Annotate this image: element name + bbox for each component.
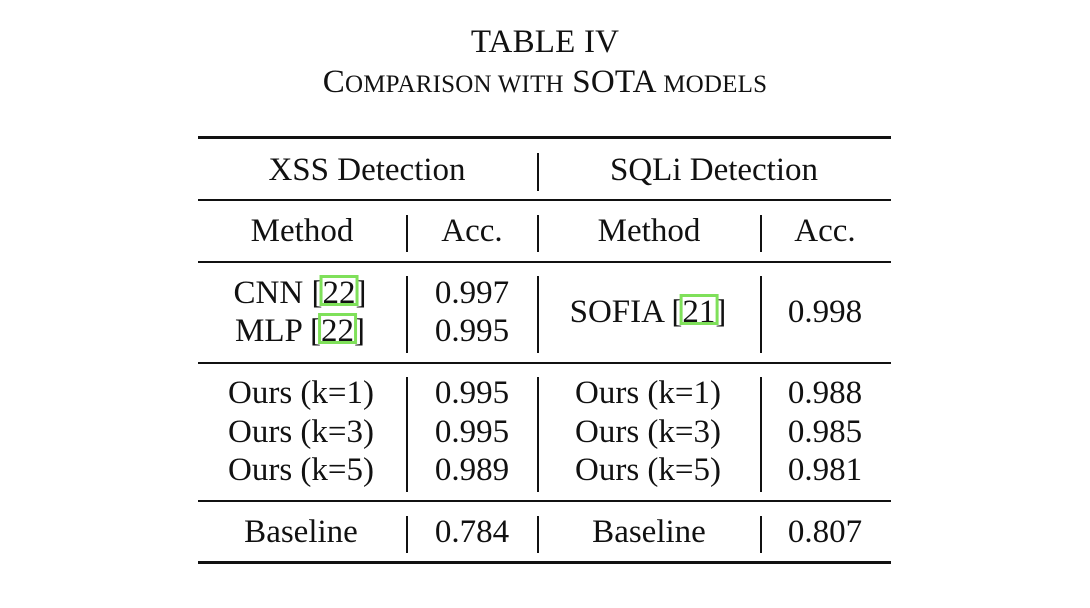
title-smallcaps-2: MODELS	[663, 71, 768, 98]
citation-highlight	[679, 294, 719, 325]
table-row-ours-sqli-accuracy: 0.988	[787, 375, 863, 411]
column-separator	[406, 377, 408, 492]
table-row-mlp-method: MLP [22]	[235, 312, 365, 350]
group-separator	[537, 153, 539, 191]
table-row-ours-xss-accuracy: 0.989	[434, 452, 510, 488]
header-rule	[198, 261, 891, 263]
column-separator	[760, 516, 762, 553]
column-separator	[760, 276, 762, 353]
table-row-mlp-accuracy: 0.995	[434, 313, 510, 349]
table-row-baseline-sqli-accuracy: 0.807	[787, 514, 863, 550]
column-separator	[537, 215, 539, 252]
title-acronym: SOTA	[572, 64, 655, 100]
table-row-baseline-xss-method: Baseline	[244, 514, 358, 550]
table-title: COMPARISON WITH SOTA MODELS	[0, 62, 1090, 105]
table-row-ours-sqli-accuracy: 0.981	[787, 452, 863, 488]
table-row-ours-sqli-accuracy: 0.985	[787, 414, 863, 450]
table-row-ours-sqli-method: Ours (k=1)	[574, 375, 722, 411]
table-row-ours-xss-accuracy: 0.995	[434, 375, 510, 411]
column-separator	[760, 377, 762, 492]
ours-rule	[198, 500, 891, 502]
citation-highlight	[319, 275, 359, 306]
citation-highlight	[317, 313, 357, 344]
column-separator	[537, 516, 539, 553]
table-row-baseline-xss-accuracy: 0.784	[434, 514, 510, 550]
column-header-method: Method	[250, 213, 354, 249]
citation-ref[interactable]: 21	[679, 293, 719, 331]
table-row-ours-xss-method: Ours (k=1)	[227, 375, 375, 411]
citation-ref[interactable]: 22	[319, 274, 359, 312]
table-row-ours-xss-method: Ours (k=3)	[227, 414, 375, 450]
sota-rule	[198, 362, 891, 364]
table-row-ours-sqli-method: Ours (k=5)	[574, 452, 722, 488]
group-header-xss: XSS Detection	[268, 152, 466, 188]
column-separator	[406, 516, 408, 553]
group-header-sqli: SQLi Detection	[609, 152, 819, 188]
column-separator	[760, 215, 762, 252]
column-separator	[537, 377, 539, 492]
bottom-rule	[198, 561, 891, 564]
table-row-sofia-accuracy: 0.998	[787, 294, 863, 330]
table-label: TABLE IV	[470, 24, 620, 60]
table-row-ours-xss-method: Ours (k=5)	[227, 452, 375, 488]
group-rule	[198, 199, 891, 201]
top-rule	[198, 136, 891, 139]
column-separator	[406, 215, 408, 252]
title-initial: C	[322, 64, 345, 100]
title-smallcaps-1: OMPARISON WITH	[345, 71, 564, 98]
table-row-cnn-method: CNN [22]	[233, 274, 367, 312]
table-row-ours-sqli-method: Ours (k=3)	[574, 414, 722, 450]
citation-ref[interactable]: 22	[317, 312, 357, 350]
column-header-accuracy: Acc.	[794, 213, 856, 249]
table-row-baseline-sqli-method: Baseline	[592, 514, 706, 550]
column-separator	[406, 276, 408, 353]
column-separator	[537, 276, 539, 353]
table-row-ours-xss-accuracy: 0.995	[434, 414, 510, 450]
column-header-accuracy: Acc.	[441, 213, 503, 249]
column-header-method: Method	[597, 213, 701, 249]
table-row-sofia-method: SOFIA [21]	[569, 293, 727, 331]
table-row-cnn-accuracy: 0.997	[434, 275, 510, 311]
